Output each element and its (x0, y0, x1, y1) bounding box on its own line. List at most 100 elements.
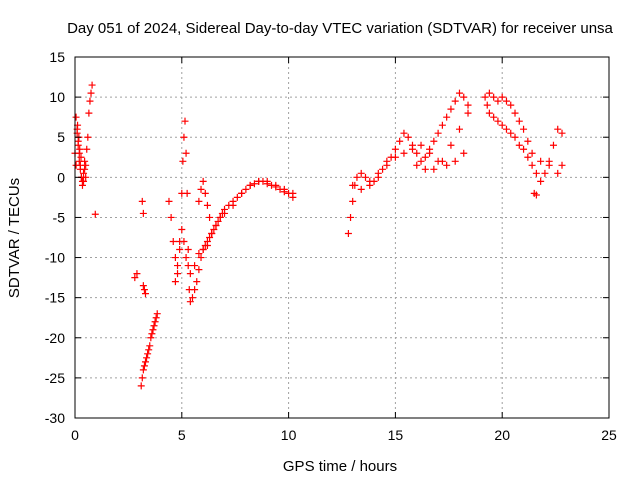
data-point (81, 165, 89, 173)
data-point (138, 197, 146, 205)
data-point (272, 181, 280, 189)
data-point (289, 189, 297, 197)
data-point (413, 149, 421, 157)
series-pre-dawn-drop (131, 197, 161, 390)
data-point (430, 137, 438, 145)
data-point (464, 109, 472, 117)
data-point (176, 246, 184, 254)
data-point (139, 282, 147, 290)
data-point (438, 157, 446, 165)
data-point (214, 217, 222, 225)
data-point (82, 173, 90, 181)
data-point (171, 278, 179, 286)
data-point (460, 93, 468, 101)
data-point (455, 89, 463, 97)
data-point (199, 246, 207, 254)
data-point (434, 129, 442, 137)
data-point (146, 342, 154, 350)
data-point (141, 290, 149, 298)
data-point (174, 262, 182, 270)
data-point (85, 109, 93, 117)
x-tick-label: 15 (388, 427, 404, 443)
data-point (532, 191, 540, 199)
data-point (366, 181, 374, 189)
data-point (193, 278, 201, 286)
data-point (233, 193, 241, 201)
data-point (180, 238, 188, 246)
data-point (361, 173, 369, 181)
data-point (443, 113, 451, 121)
data-point (391, 153, 399, 161)
data-point (216, 213, 224, 221)
data-point (210, 225, 218, 233)
data-point (379, 165, 387, 173)
data-point (421, 153, 429, 161)
data-point (558, 129, 566, 137)
data-point (195, 250, 203, 258)
x-axis-label: GPS time / hours (283, 458, 397, 475)
data-point (140, 362, 148, 370)
data-point (74, 137, 82, 145)
data-point (141, 358, 149, 366)
data-point (191, 286, 199, 294)
y-tick-label: 10 (49, 89, 65, 105)
data-point (511, 133, 519, 141)
data-point (515, 117, 523, 125)
data-point (238, 189, 246, 197)
grid-lines (75, 57, 609, 418)
data-point (72, 113, 80, 121)
data-point (481, 93, 489, 101)
data-point (417, 141, 425, 149)
data-point (152, 314, 160, 322)
x-tick-label: 10 (281, 427, 297, 443)
data-point (81, 157, 89, 165)
data-point (84, 133, 92, 141)
data-point (515, 141, 523, 149)
data-point (88, 81, 96, 89)
data-point (451, 157, 459, 165)
data-point (137, 382, 145, 390)
data-point (490, 93, 498, 101)
data-point (502, 125, 510, 133)
data-point (149, 326, 157, 334)
data-point (169, 238, 177, 246)
data-point (541, 169, 549, 177)
data-point (558, 161, 566, 169)
y-tick-label: -25 (45, 370, 65, 386)
data-point (396, 137, 404, 145)
data-point (344, 229, 352, 237)
data-point (447, 105, 455, 113)
data-point (76, 145, 84, 153)
data-point (86, 97, 94, 105)
data-point (174, 270, 182, 278)
data-point (72, 161, 80, 169)
data-point (242, 185, 250, 193)
plot-frame (74, 56, 610, 419)
data-point (357, 185, 365, 193)
data-point (195, 266, 203, 274)
data-point (280, 185, 288, 193)
data-point (182, 149, 190, 157)
data-point (464, 101, 472, 109)
series-early-cluster (71, 81, 99, 218)
data-point (80, 169, 88, 177)
data-point (347, 213, 355, 221)
data-point (383, 161, 391, 169)
data-point (447, 141, 455, 149)
data-point (263, 177, 271, 185)
data-point (391, 145, 399, 153)
x-tick-label: 5 (178, 427, 186, 443)
data-point (87, 89, 95, 97)
data-point (353, 173, 361, 181)
data-point (221, 209, 229, 217)
data-point (430, 165, 438, 173)
x-tick-label: 0 (71, 427, 79, 443)
data-point (203, 201, 211, 209)
data-point (139, 209, 147, 217)
data-point (494, 117, 502, 125)
data-point (250, 180, 258, 188)
data-point (511, 109, 519, 117)
data-point (246, 181, 254, 189)
data-point (140, 286, 148, 294)
